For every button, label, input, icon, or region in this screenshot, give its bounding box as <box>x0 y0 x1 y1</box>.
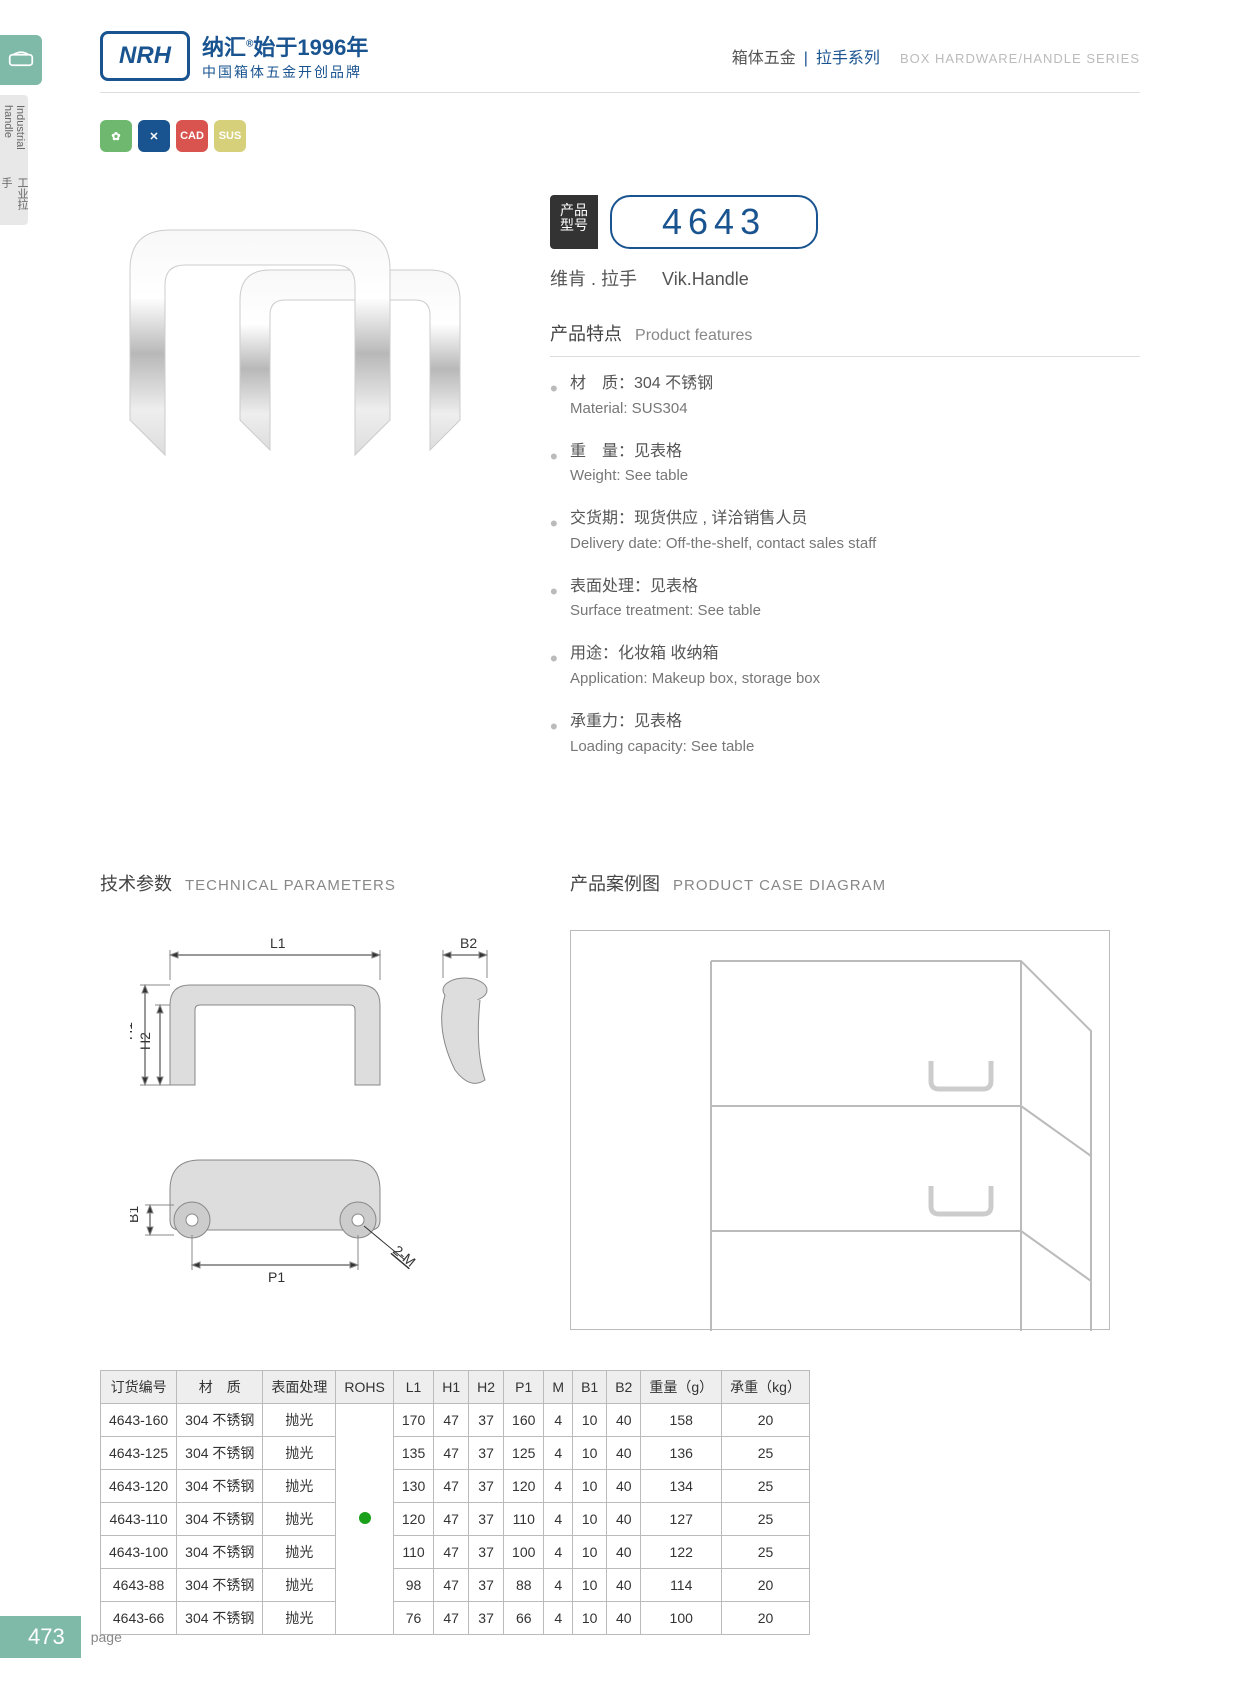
logo-line1: 纳汇®始于1996年 <box>202 30 368 62</box>
feature-item-4: 用途：化妆箱 收纳箱Application: Makeup box, stora… <box>550 641 1140 691</box>
feature-item-2: 交货期：现货供应 , 详洽销售人员Delivery date: Off-the-… <box>550 506 1140 556</box>
product-subtitle: 维肯 . 拉手 Vik.Handle <box>550 265 749 291</box>
badge-icon-3: SUS <box>214 120 246 152</box>
technical-diagram: L1 B2 H1 H2 B1 P1 2-M <box>130 930 530 1330</box>
table-header: B1 <box>573 1371 607 1404</box>
spec-table: 订货编号材 质表面处理ROHSL1H1H2P1MB1B2重量（g）承重（kg） … <box>100 1370 810 1635</box>
badge-icon-2: CAD <box>176 120 208 152</box>
badge-row: ✿✕CADSUS <box>100 120 246 152</box>
table-header: 表面处理 <box>263 1371 336 1404</box>
logo-abbr: NRH <box>100 31 190 81</box>
side-tab-icon <box>0 35 42 85</box>
header-divider <box>100 92 1140 93</box>
table-header: M <box>544 1371 573 1404</box>
tech-params-title: 技术参数 TECHNICAL PARAMETERS <box>100 870 396 896</box>
badge-icon-0: ✿ <box>100 120 132 152</box>
model-block: 产品型号 4643 <box>550 195 818 249</box>
rohs-cell <box>336 1404 393 1635</box>
model-number: 4643 <box>610 195 818 249</box>
badge-icon-1: ✕ <box>138 120 170 152</box>
table-header: ROHS <box>336 1371 393 1404</box>
table-row: 4643-88304 不锈钢抛光984737884104011420 <box>101 1569 810 1602</box>
table-row: 4643-66304 不锈钢抛光764737664104010020 <box>101 1602 810 1635</box>
case-diagram-title: 产品案例图 PRODUCT CASE DIAGRAM <box>570 870 886 896</box>
table-header: 订货编号 <box>101 1371 177 1404</box>
dim-P1: P1 <box>268 1269 285 1285</box>
table-row: 4643-110304 不锈钢抛光12047371104104012725 <box>101 1503 810 1536</box>
table-header: B2 <box>607 1371 641 1404</box>
side-label-cn: 工业拉手 <box>0 177 30 215</box>
table-row: 4643-120304 不锈钢抛光13047371204104013425 <box>101 1470 810 1503</box>
feature-item-0: 材 质：304 不锈钢Material: SUS304 <box>550 371 1140 421</box>
feature-item-5: 承重力：见表格Loading capacity: See table <box>550 709 1140 759</box>
dim-B2: B2 <box>460 935 477 951</box>
dim-L1: L1 <box>270 935 286 951</box>
logo: NRH 纳汇®始于1996年 中国箱体五金开创品牌 <box>100 30 368 82</box>
table-header: H1 <box>434 1371 469 1404</box>
table-row: 4643-160304 不锈钢抛光17047371604104015820 <box>101 1404 810 1437</box>
feature-item-1: 重 量：见表格Weight: See table <box>550 439 1140 489</box>
side-category-label: Industrial handle 工业拉手 <box>0 95 28 225</box>
dim-B1: B1 <box>130 1206 141 1223</box>
page-label: page <box>91 1629 122 1645</box>
table-header: 材 质 <box>177 1371 263 1404</box>
page-number: 473 <box>0 1616 81 1658</box>
table-header: P1 <box>504 1371 544 1404</box>
table-header: 承重（kg） <box>722 1371 810 1404</box>
dim-H1: H1 <box>130 1022 135 1040</box>
page-footer: 473 page <box>0 1616 122 1658</box>
rohs-dot <box>359 1512 371 1524</box>
table-header: H2 <box>469 1371 504 1404</box>
features-title: 产品特点 Product features <box>550 320 1140 357</box>
feature-item-3: 表面处理：见表格Surface treatment: See table <box>550 574 1140 624</box>
logo-line2: 中国箱体五金开创品牌 <box>202 62 368 82</box>
side-label-en: Industrial handle <box>2 105 26 174</box>
page-header: NRH 纳汇®始于1996年 中国箱体五金开创品牌 箱体五金 | 拉手系列 BO… <box>100 30 1140 82</box>
table-row: 4643-125304 不锈钢抛光13547371254104013625 <box>101 1437 810 1470</box>
product-case-diagram <box>570 930 1110 1330</box>
dim-H2: H2 <box>137 1032 153 1050</box>
model-label: 产品型号 <box>550 195 598 249</box>
table-header: L1 <box>393 1371 433 1404</box>
table-header: 重量（g） <box>641 1371 722 1404</box>
product-features: 产品特点 Product features 材 质：304 不锈钢Materia… <box>550 320 1140 777</box>
table-row: 4643-100304 不锈钢抛光11047371004104012225 <box>101 1536 810 1569</box>
dim-2M: 2-M <box>390 1242 419 1270</box>
product-image <box>120 200 500 540</box>
header-category: 箱体五金 | 拉手系列 BOX HARDWARE/HANDLE SERIES <box>732 44 1140 68</box>
